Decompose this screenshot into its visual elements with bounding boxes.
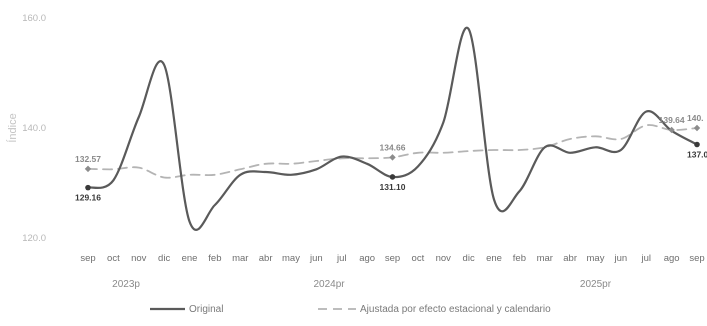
x-tick-label: jul: [336, 253, 347, 264]
x-tick-label: may: [282, 253, 300, 264]
series-lines: [86, 26, 699, 231]
x-tick-label: nov: [131, 253, 147, 264]
year-group-label: 2024pr: [313, 279, 345, 290]
x-tick-label: jul: [640, 253, 651, 264]
adjusted-marker: [389, 154, 396, 161]
data-labels: 129.16 131.10 137.0 132.57 134.66 139.64 140.: [75, 113, 707, 203]
x-tick-label: oct: [412, 253, 425, 264]
data-points: [84, 124, 701, 191]
y-tick-label: 120.0: [22, 233, 46, 244]
x-tick-label: mar: [537, 253, 553, 264]
y-tick-label: 160.0: [22, 13, 46, 24]
year-group-label: 2023p: [112, 279, 140, 290]
adjusted-marker: [668, 126, 675, 134]
legend-label-original: Original: [189, 304, 223, 315]
x-tick-label: sep: [80, 253, 95, 264]
original-series-line: [86, 26, 699, 231]
data-label: 140.: [687, 113, 704, 123]
year-labels: 2023p 2024pr 2025pr: [112, 279, 612, 290]
x-tick-label: mar: [232, 253, 248, 264]
x-tick-label: dic: [463, 253, 475, 264]
x-tick-label: ene: [486, 253, 502, 264]
legend: Original Ajustada por efecto estacional y…: [150, 304, 551, 315]
original-marker: [694, 141, 700, 148]
y-axis: 120.0 140.0 160.0 Índice: [6, 13, 46, 244]
x-tick-label: abr: [563, 253, 577, 264]
year-group-label: 2025pr: [580, 279, 612, 290]
data-label: 131.10: [380, 182, 406, 192]
legend-label-adjusted: Ajustada por efecto estacional y calenda…: [360, 304, 551, 315]
data-label: 134.66: [380, 142, 406, 152]
x-tick-label: sep: [385, 253, 400, 264]
x-tick-label: ago: [359, 253, 375, 264]
x-tick-label: jun: [614, 253, 628, 264]
x-tick-label: ago: [664, 253, 680, 264]
data-label: 139.64: [659, 115, 685, 125]
original-marker: [85, 184, 91, 191]
data-label: 129.16: [75, 193, 101, 203]
x-tick-label: nov: [436, 253, 452, 264]
x-tick-label: abr: [259, 253, 273, 264]
x-tick-label: sep: [689, 253, 704, 264]
data-label: 137.0: [687, 150, 707, 160]
x-tick-label: jun: [309, 253, 323, 264]
original-marker: [389, 174, 396, 180]
x-tick-label: dic: [158, 253, 170, 264]
y-tick-label: 140.0: [22, 123, 46, 134]
x-axis: sep oct nov dic ene feb mar abr may jun jul ago sep o…: [80, 253, 704, 264]
x-tick-label: feb: [513, 253, 526, 264]
x-tick-label: ene: [182, 253, 198, 264]
y-axis-title: Índice: [6, 113, 19, 142]
x-tick-label: oct: [107, 253, 120, 264]
adjusted-marker: [84, 165, 92, 173]
adjusted-marker: [693, 124, 701, 132]
x-tick-label: feb: [208, 253, 221, 264]
x-tick-label: may: [587, 253, 605, 264]
data-label: 132.57: [75, 154, 101, 164]
